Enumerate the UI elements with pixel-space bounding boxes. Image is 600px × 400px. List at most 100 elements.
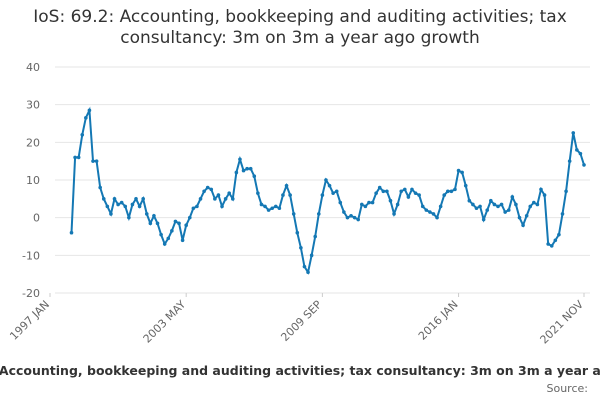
x-tick-label: 2009 SEP [278, 298, 324, 344]
point [331, 191, 335, 195]
point [499, 202, 504, 207]
point [542, 193, 547, 197]
point [170, 229, 174, 233]
point [374, 191, 378, 195]
point [424, 208, 429, 212]
point [467, 198, 472, 203]
point [406, 195, 411, 199]
point [478, 204, 482, 209]
point [152, 213, 156, 218]
point [549, 244, 554, 248]
point [123, 204, 128, 209]
point [496, 204, 500, 209]
point [105, 204, 110, 209]
point [546, 242, 550, 246]
point [288, 193, 292, 197]
point [506, 208, 511, 212]
point [84, 116, 88, 120]
point [392, 212, 396, 216]
point [532, 200, 536, 205]
point [159, 232, 163, 237]
point [144, 212, 149, 216]
source: Source: [547, 382, 589, 395]
point [209, 187, 214, 192]
point [352, 215, 357, 220]
point [582, 163, 586, 167]
point [320, 193, 325, 197]
point [463, 183, 468, 188]
y-tick-label: 10 [26, 174, 40, 187]
point [456, 168, 461, 173]
point [166, 236, 171, 241]
point [256, 191, 260, 195]
point [119, 200, 124, 205]
plot-area: -20 -10 0 10 20 30 40 1997 JAN 2003 MAY 2009 SEP 2… [7, 61, 590, 347]
point [334, 189, 339, 194]
line [70, 106, 585, 275]
point [403, 187, 407, 192]
point [180, 238, 185, 243]
point [385, 189, 389, 194]
point [517, 215, 522, 220]
point [446, 189, 450, 194]
point [198, 197, 203, 201]
point [453, 187, 457, 192]
y-tick-label: 30 [26, 99, 40, 112]
point [273, 204, 278, 209]
point [137, 204, 142, 209]
point [557, 232, 561, 237]
point [528, 204, 533, 209]
point [521, 223, 525, 227]
point [91, 159, 95, 163]
point [381, 189, 386, 194]
point [291, 212, 296, 216]
point [213, 197, 217, 201]
point [492, 202, 497, 207]
x-tick-label: 2003 MAY [141, 298, 189, 346]
point [560, 212, 565, 216]
point [205, 185, 210, 190]
point [345, 215, 350, 220]
point [76, 155, 81, 160]
point [184, 223, 188, 227]
point [370, 200, 375, 205]
point [420, 204, 425, 209]
point [162, 242, 167, 246]
point [173, 219, 178, 224]
point [431, 212, 436, 216]
point [234, 170, 239, 175]
point [195, 204, 199, 209]
point [578, 151, 583, 156]
point [266, 208, 271, 212]
point [299, 246, 303, 250]
point [327, 183, 332, 188]
point [112, 197, 117, 201]
point [395, 202, 400, 207]
point [116, 202, 120, 207]
legend-entry: IoS: 69.2: Accounting, bookkeeping and a… [0, 363, 600, 378]
point [202, 189, 206, 194]
point [349, 213, 353, 218]
point [134, 197, 138, 201]
point [284, 183, 289, 188]
point [313, 234, 318, 239]
point [191, 206, 196, 211]
point [356, 217, 361, 222]
y-tick-label: -20 [22, 287, 40, 300]
point [306, 270, 310, 275]
point [220, 204, 224, 209]
y-tick-label: -10 [22, 249, 40, 262]
y-tick-label: 40 [26, 61, 40, 74]
point [359, 202, 364, 207]
point [130, 202, 135, 207]
point [485, 208, 490, 212]
point [377, 185, 382, 190]
x-tick-label: 2021 NOV [538, 298, 587, 347]
point [524, 213, 529, 218]
point [338, 200, 343, 205]
x-tick-label: 2016 JAN [416, 298, 461, 343]
point [539, 187, 543, 192]
point [438, 204, 443, 209]
point [503, 210, 507, 214]
